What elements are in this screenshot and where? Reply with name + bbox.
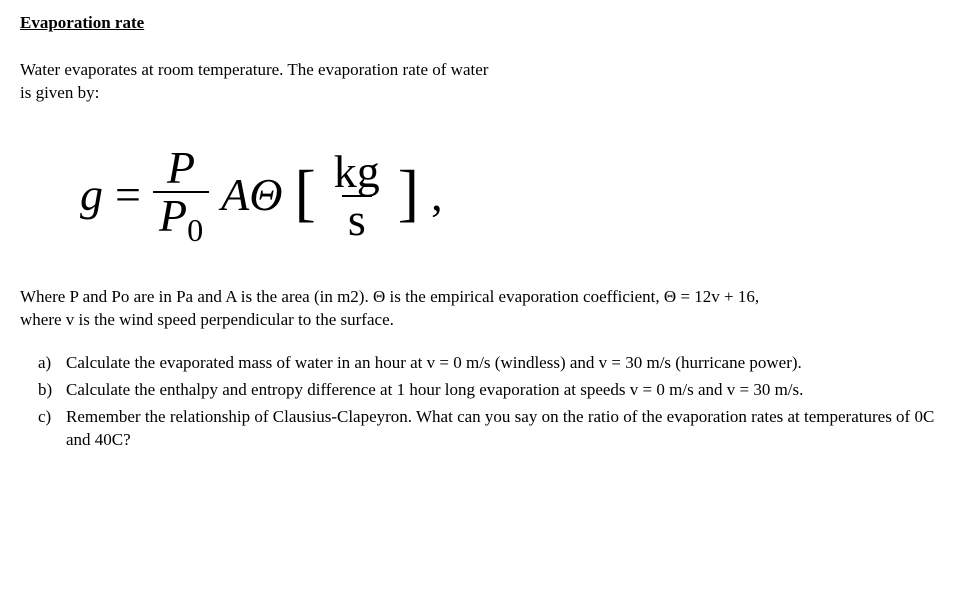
unit-denominator: s [342,195,372,243]
denominator-subscript: 0 [187,212,203,248]
explain-line-1: Where P and Po are in Pa and A is the ar… [20,287,759,306]
question-label-b: b) [38,379,52,402]
equals-sign: = [115,164,141,226]
question-b: b) Calculate the enthalpy and entropy di… [66,379,947,402]
fraction-denominator: P0 [153,191,209,246]
formula-lhs: g [80,164,103,226]
formula-middle: AΘ [221,164,282,226]
formula: g = P P0 AΘ [ kg s ] , [80,145,947,246]
formula-block: g = P P0 AΘ [ kg s ] , [80,145,947,246]
intro-line-1: Water evaporates at room temperature. Th… [20,60,488,79]
question-label-a: a) [38,352,51,375]
formula-trailing-comma: , [431,164,443,226]
intro-paragraph: Water evaporates at room temperature. Th… [20,59,660,105]
fraction-numerator: P [161,145,201,191]
page-title: Evaporation rate [20,12,947,35]
fraction-units: kg s [328,149,386,243]
explanation-paragraph: Where P and Po are in Pa and A is the ar… [20,286,947,332]
explain-line-2: where v is the wind speed perpendicular … [20,310,394,329]
question-text-c: Remember the relationship of Clausius-Cl… [66,407,934,449]
question-text-a: Calculate the evaporated mass of water i… [66,353,802,372]
unit-numerator: kg [328,149,386,195]
question-a: a) Calculate the evaporated mass of wate… [66,352,947,375]
question-list: a) Calculate the evaporated mass of wate… [20,352,947,452]
denominator-var: P [159,190,187,241]
question-c: c) Remember the relationship of Clausius… [66,406,947,452]
left-bracket: [ [294,150,315,236]
fraction-p-over-p0: P P0 [153,145,209,246]
intro-line-2: is given by: [20,83,99,102]
right-bracket: ] [398,150,419,236]
question-text-b: Calculate the enthalpy and entropy diffe… [66,380,803,399]
question-label-c: c) [38,406,51,429]
